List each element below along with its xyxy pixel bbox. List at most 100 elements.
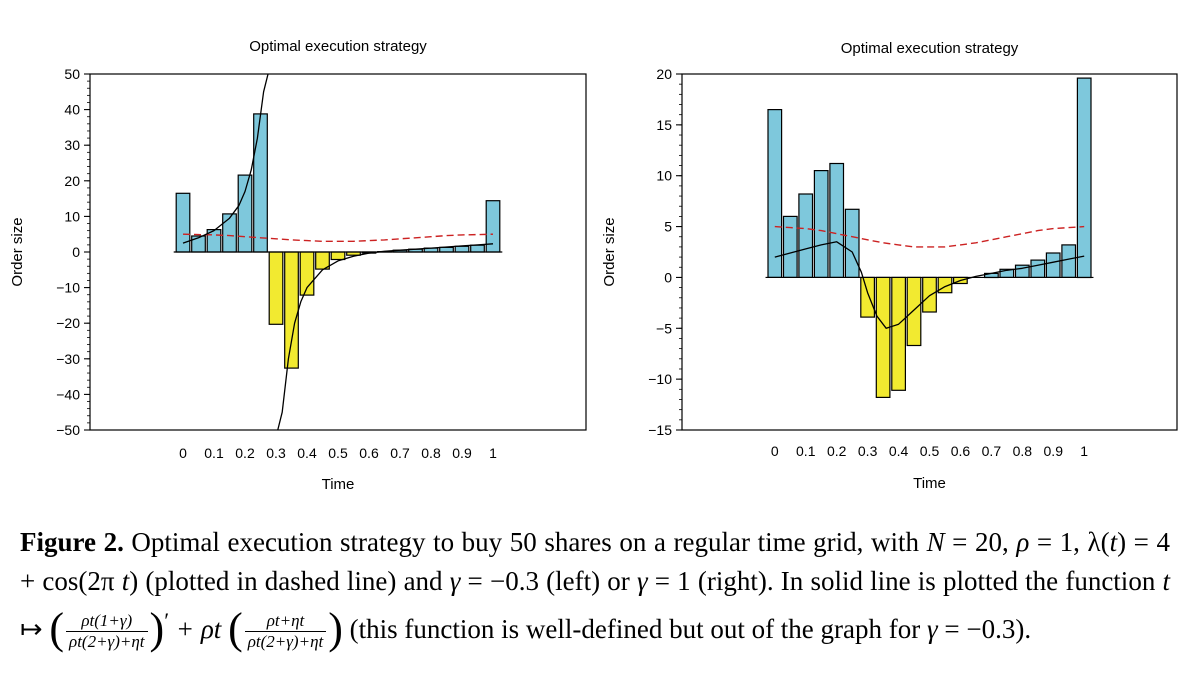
caption-n: N <box>926 527 945 557</box>
x-tick-label: 0.1 <box>204 445 224 461</box>
y-tick-label: −30 <box>56 351 80 367</box>
y-tick-label: 5 <box>664 219 672 235</box>
caption-label: Figure 2. <box>20 527 124 557</box>
bar-19 <box>470 244 485 253</box>
plot-frame <box>681 73 1178 431</box>
bar-5 <box>253 113 268 253</box>
y-tick-label: 10 <box>656 168 672 184</box>
x-tick-label: 0.7 <box>982 443 1002 459</box>
y-axis-label: Order size <box>601 217 618 286</box>
x-tick-label: 0.6 <box>359 445 379 461</box>
figure-caption: Figure 2. Optimal execution strategy to … <box>20 523 1170 651</box>
caption-prime: ′ <box>164 608 170 633</box>
bar-6 <box>860 276 875 318</box>
x-tick-label: 0.7 <box>390 445 410 461</box>
left-chart: 50 40 30 20 10 0 −10 −20 −30 −40 −50 0 0.1 0.2 0.3 0.4 0… <box>9 38 587 493</box>
x-tick-label: 0.1 <box>796 443 816 459</box>
y-axis-label: Order size <box>9 217 26 286</box>
y-tick-label: −20 <box>56 315 80 331</box>
x-tick-label: 0.9 <box>452 445 472 461</box>
y-tick-label: −50 <box>56 422 80 438</box>
solid-line-segment-1 <box>277 243 494 430</box>
caption-gamma1: γ <box>449 566 461 596</box>
caption-text-8: (this function is well-defined but out o… <box>342 614 928 644</box>
caption-text-9: = −0.3). <box>937 614 1032 644</box>
x-tick-label: 0.9 <box>1044 443 1064 459</box>
fraction-1: ρt(1+γ) ρt(2+γ)+ηt <box>66 612 148 651</box>
x-tick-label: 1 <box>1080 443 1088 459</box>
bar-6 <box>268 251 284 325</box>
bar-7 <box>284 251 299 369</box>
caption-text-7: = 1 (right). In solid line is plotted th… <box>647 566 1163 596</box>
bar-20 <box>1076 77 1092 279</box>
bar-2 <box>798 193 814 279</box>
solid-line-segment-0 <box>182 74 269 244</box>
y-tick-label: 15 <box>656 117 672 133</box>
bar-17 <box>1030 259 1046 279</box>
x-tick-label: 0.8 <box>1013 443 1033 459</box>
caption-text-6: = −0.3 (left) or <box>460 566 637 596</box>
caption-plus-rho: + ρt <box>169 614 229 644</box>
bar-1 <box>782 215 798 278</box>
fraction-2-denominator: ρt(2+γ)+ηt <box>247 632 324 652</box>
y-tick-label: 0 <box>664 269 672 285</box>
y-tick-label: −15 <box>648 422 672 438</box>
x-tick-label: 0.5 <box>920 443 940 459</box>
bar-4 <box>237 174 253 253</box>
bar-7 <box>875 276 891 398</box>
solid-line-segment-0 <box>774 241 1085 329</box>
x-tick-label: 0.3 <box>858 443 878 459</box>
bar-17 <box>439 246 454 253</box>
x-tick-label: 0.4 <box>297 445 317 461</box>
bar-10 <box>330 251 346 261</box>
bar-10 <box>922 276 937 313</box>
x-tick-label: 0 <box>179 445 187 461</box>
caption-rho: ρ <box>1016 527 1030 557</box>
x-tick-label: 0.3 <box>266 445 286 461</box>
fraction-1-denominator: ρt(2+γ)+ηt <box>69 632 145 652</box>
bar-5 <box>844 208 860 279</box>
fraction-2-numerator: ρt+ηt <box>244 612 327 633</box>
y-tick-label: 10 <box>64 208 80 224</box>
chart-title: Optimal execution strategy <box>249 38 427 55</box>
caption-text-1: Optimal execution strategy to buy 50 sha… <box>123 527 927 557</box>
caption-t2: t <box>121 566 130 596</box>
x-tick-label: 0.8 <box>421 445 441 461</box>
bar-0 <box>175 192 191 253</box>
bar-18 <box>454 245 470 253</box>
y-tick-label: −40 <box>56 386 80 402</box>
paren-open-1: ( <box>49 604 65 654</box>
x-tick-label: 1 <box>489 445 497 461</box>
caption-text-3: = 1, λ( <box>1029 527 1110 557</box>
paren-open-2: ( <box>228 604 243 654</box>
x-tick-label: 0.6 <box>951 443 971 459</box>
y-tick-label: 20 <box>64 173 80 189</box>
bar-4 <box>829 162 845 279</box>
caption-text-5: ) (plotted in dashed line) and <box>129 566 450 596</box>
caption-gamma2: γ <box>636 566 648 596</box>
paren-close-1: ) <box>149 604 165 654</box>
x-tick-label: 0.4 <box>889 443 909 459</box>
caption-mapsto: ↦ <box>20 614 50 644</box>
bar-3 <box>222 213 237 253</box>
y-tick-label: −10 <box>648 371 672 387</box>
chart-title: Optimal execution strategy <box>841 40 1019 57</box>
y-tick-label: 20 <box>656 66 672 82</box>
caption-t3: t <box>1162 566 1171 596</box>
fraction-1-numerator: ρt(1+γ) <box>66 612 148 633</box>
y-tick-label: −10 <box>56 280 80 296</box>
fraction-2: ρt+ηt ρt(2+γ)+ηt <box>244 612 327 652</box>
bar-19 <box>1061 244 1077 278</box>
caption-text-2: = 20, <box>944 527 1017 557</box>
paren-close-2: ) <box>328 604 343 654</box>
bar-0 <box>767 108 783 279</box>
caption-text-4: ) = 4 + cos(2π <box>20 527 1170 596</box>
bar-8 <box>891 276 906 391</box>
y-tick-label: 40 <box>64 102 80 118</box>
x-tick-label: 0.5 <box>328 445 348 461</box>
dashed-line <box>774 225 1085 248</box>
x-tick-label: 0.2 <box>235 445 255 461</box>
right-chart: 20 15 10 5 0 −5 −10 −15 0 0.1 0.2 0.3 0.4 0.5 0.6 0.7 0.… <box>601 40 1178 492</box>
bar-18 <box>1045 252 1061 278</box>
